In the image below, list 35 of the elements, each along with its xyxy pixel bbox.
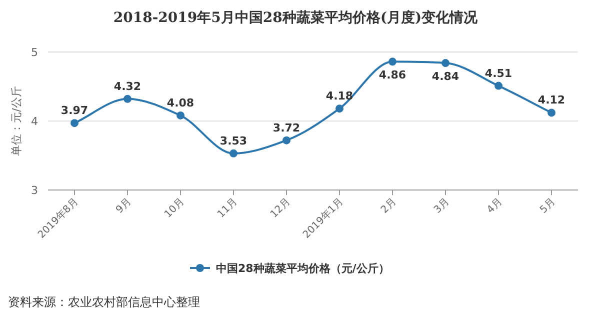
data-label: 4.32 [114, 80, 142, 93]
x-tick-label: 11月 [216, 196, 240, 220]
point [548, 108, 556, 117]
x-tick-label: 4月 [485, 196, 505, 216]
data-label: 4.08 [166, 96, 194, 110]
x-tick-label: 2月 [379, 196, 399, 216]
data-label: 4.18 [326, 90, 354, 103]
point [176, 111, 184, 120]
x-tick-label: 9月 [114, 196, 134, 216]
legend: 中国28种蔬菜平均价格（元/公斤） [190, 262, 390, 275]
x-tick-label: 10月 [162, 196, 187, 220]
data-label: 4.12 [538, 94, 566, 107]
data-label: 3.72 [272, 121, 300, 134]
text: 资料来源：农业农村部信息中心整理 [8, 295, 200, 309]
point [336, 104, 344, 113]
x-tick-label: 5月 [538, 196, 558, 216]
data-label: 4.51 [484, 66, 512, 80]
y-axis-title: 单位：元/公斤 [10, 86, 23, 156]
point [388, 58, 396, 66]
data-label: 4.86 [378, 68, 406, 82]
point [494, 82, 502, 90]
data-label: 4.84 [432, 70, 460, 84]
y-tick-label: 3 [31, 184, 38, 197]
point [230, 149, 238, 158]
point [70, 119, 78, 128]
point [124, 94, 132, 103]
x-tick-label: 3月 [432, 196, 452, 216]
chart-title: 2018-2019年5月中国28种蔬菜平均价格(月度)变化情况 [113, 9, 479, 26]
data-label: 3.97 [60, 104, 88, 118]
x-tick-label: 12月 [268, 196, 293, 220]
y-tick-label: 4 [31, 115, 38, 128]
point [442, 59, 450, 68]
y-tick-label: 5 [31, 46, 38, 59]
point [282, 136, 290, 144]
data-label: 3.53 [220, 134, 248, 148]
